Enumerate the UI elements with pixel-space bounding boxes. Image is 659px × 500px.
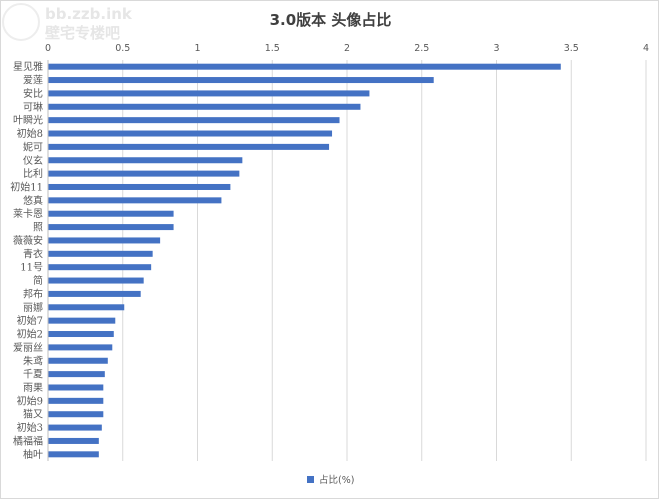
category-label: 雨果: [23, 382, 43, 394]
bar: [48, 63, 561, 70]
bar: [48, 117, 340, 124]
category-label: 猫又: [23, 408, 43, 421]
bar: [48, 344, 113, 351]
x-tick-label: 2.5: [414, 43, 429, 54]
bar: [48, 277, 144, 284]
category-label: 可琳: [23, 101, 43, 113]
x-tick-label: 2: [344, 43, 350, 54]
bar: [48, 103, 361, 110]
category-label: 照: [33, 222, 43, 234]
x-tick-label: 3.5: [564, 43, 579, 54]
bar: [48, 77, 434, 84]
bar: [48, 437, 99, 444]
category-label: 初始11: [10, 180, 43, 193]
x-tick-label: 4: [643, 43, 649, 54]
category-label: 叶瞬光: [13, 114, 43, 127]
watermark-logo: bb.zzb.ink 壁宅专楼吧: [2, 3, 133, 42]
bar: [48, 371, 105, 378]
bar: [48, 90, 370, 97]
category-label: 千夏: [23, 369, 43, 381]
bar: [48, 130, 333, 137]
bar: [48, 331, 114, 338]
category-label: 初始3: [17, 421, 43, 434]
bar: [48, 397, 104, 404]
bar: [48, 290, 141, 297]
bar: [48, 197, 222, 204]
bar: [48, 210, 174, 217]
bar: [48, 451, 99, 458]
category-label: 橘福福: [13, 434, 43, 447]
watermark-avatar-icon: [2, 3, 40, 41]
x-tick-label: 1.5: [265, 43, 280, 54]
category-label: 爱莲: [23, 74, 43, 87]
bar: [48, 224, 174, 231]
watermark-line1: bb.zzb.ink: [45, 5, 133, 23]
bar: [48, 317, 116, 324]
category-label: 简: [33, 274, 43, 287]
category-label: 青衣: [23, 247, 43, 260]
x-tick-label: 0.5: [115, 43, 130, 54]
category-label: 初始8: [17, 127, 43, 140]
bar: [48, 237, 161, 244]
bar: [48, 250, 153, 257]
x-tick-label: 0: [45, 43, 51, 54]
bar: [48, 143, 330, 150]
category-label: 初始7: [17, 314, 43, 327]
bar: [48, 157, 243, 164]
bar: [48, 411, 104, 418]
category-label: 11号: [20, 262, 43, 274]
category-label: 初始9: [17, 394, 43, 407]
category-label: 爱丽丝: [13, 341, 43, 354]
category-label: 朱鸢: [23, 354, 43, 367]
bar: [48, 264, 152, 271]
x-tick-label: 1: [194, 43, 200, 54]
category-label: 丽娜: [23, 301, 43, 314]
category-label: 妮可: [23, 140, 43, 153]
x-tick-label: 3: [493, 43, 499, 54]
chart-title: 3.0版本 头像占比: [269, 11, 392, 29]
category-label: 初始2: [17, 328, 43, 341]
watermark-line2: 壁宅专楼吧: [45, 24, 120, 42]
bar: [48, 183, 231, 190]
category-label: 莱卡恩: [13, 207, 43, 220]
bar: [48, 424, 102, 431]
category-label: 星见雅: [13, 60, 43, 73]
legend-swatch: [307, 476, 314, 483]
bar: [48, 357, 108, 364]
bar: [48, 170, 240, 177]
category-label: 仪玄: [23, 154, 43, 167]
category-label: 悠真: [23, 194, 43, 207]
category-label: 柚叶: [23, 448, 43, 461]
bar: [48, 384, 104, 391]
category-label: 安比: [23, 87, 43, 100]
category-label: 比利: [23, 168, 43, 180]
category-label: 薇薇安: [13, 234, 43, 247]
category-label: 邦布: [23, 287, 43, 300]
legend-label: 占比(%): [319, 474, 354, 486]
bar: [48, 304, 125, 311]
